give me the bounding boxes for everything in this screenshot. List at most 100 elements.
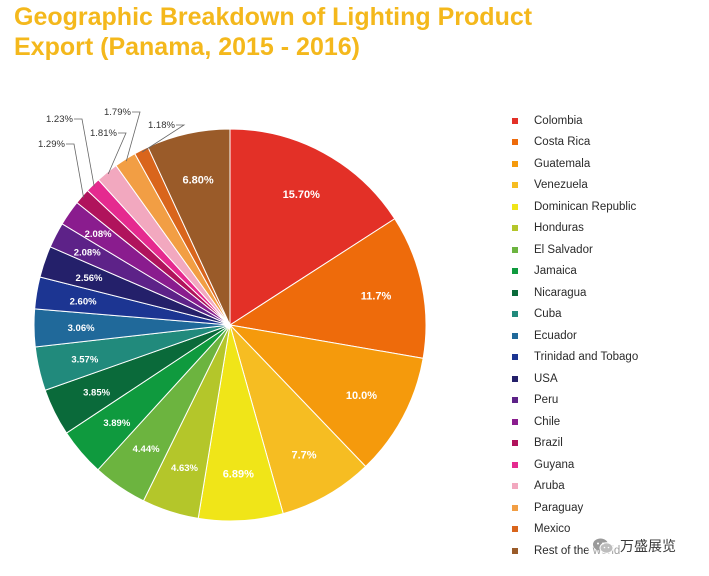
slice-label-mexico: 1.18% — [148, 120, 175, 131]
slice-label-el-salvador: 4.44% — [133, 444, 160, 455]
legend-item-chile: Chile — [512, 411, 638, 433]
legend-item-paraguay: Paraguay — [512, 497, 638, 519]
legend-label-el-salvador: El Salvador — [534, 243, 593, 256]
legend-item-cuba: Cuba — [512, 304, 638, 326]
slice-label-ecuador: 3.06% — [68, 323, 95, 334]
legend-item-usa: USA — [512, 368, 638, 390]
legend-label-brazil: Brazil — [534, 437, 563, 450]
pie-slice-guatemala — [228, 324, 424, 468]
legend-label-jamaica: Jamaica — [534, 265, 577, 278]
legend-swatch-usa — [512, 375, 518, 382]
slice-label-chile: 2.08% — [85, 229, 112, 240]
slice-label-guyana: 1.23% — [46, 114, 73, 125]
slice-label-honduras: 4.63% — [171, 463, 198, 474]
legend-label-ecuador: Ecuador — [534, 329, 577, 342]
legend-swatch-chile — [512, 418, 518, 425]
legend-swatch-peru — [512, 397, 518, 404]
slice-label-peru: 2.08% — [74, 247, 101, 258]
legend-item-trinidad-and-tobago: Trinidad and Tobago — [512, 347, 638, 369]
legend-item-ecuador: Ecuador — [512, 325, 638, 347]
slice-label-venezuela: 7.7% — [291, 449, 316, 461]
legend-swatch-nicaragua — [512, 289, 518, 296]
leader-line-aruba — [107, 132, 127, 175]
legend-item-guyana: Guyana — [512, 454, 638, 476]
slice-label-aruba: 1.81% — [90, 128, 117, 139]
legend-swatch-cuba — [512, 311, 518, 318]
wechat-icon — [593, 538, 614, 554]
legend-swatch-mexico — [512, 526, 518, 533]
legend-label-mexico: Mexico — [534, 523, 571, 536]
legend-swatch-jamaica — [512, 268, 518, 275]
pie-slice-costa-rica — [228, 218, 427, 359]
legend-label-cuba: Cuba — [534, 308, 562, 321]
legend-item-honduras: Honduras — [512, 218, 638, 240]
legend-label-usa: USA — [534, 372, 558, 385]
legend-item-jamaica: Jamaica — [512, 261, 638, 283]
legend-item-colombia: Colombia — [512, 110, 638, 132]
legend-label-guatemala: Guatemala — [534, 157, 591, 170]
watermark: 万盛展览 — [588, 534, 680, 558]
slice-label-costa-rica: 11.7% — [361, 290, 392, 302]
legend-label-aruba: Aruba — [534, 480, 565, 493]
chart-legend: Colombia Costa Rica Guatemala Venezuela Domi… — [512, 110, 638, 562]
leader-line-paraguay — [125, 111, 141, 162]
watermark-text: 万盛展览 — [620, 539, 676, 555]
leader-line-guyana — [74, 118, 95, 187]
legend-item-costa-rica: Costa Rica — [512, 132, 638, 154]
legend-label-nicaragua: Nicaragua — [534, 286, 587, 299]
legend-item-guatemala: Guatemala — [512, 153, 638, 175]
pie-slice-venezuela — [229, 324, 367, 515]
legend-item-mexico: Mexico — [512, 519, 638, 541]
legend-label-trinidad-and-tobago: Trinidad and Tobago — [534, 351, 639, 364]
slice-label-guatemala: 10.0% — [346, 390, 377, 402]
legend-swatch-honduras — [512, 225, 518, 232]
slice-label-brazil: 1.29% — [38, 139, 65, 150]
slice-label-colombia: 15.70% — [283, 189, 321, 201]
legend-swatch-el-salvador — [512, 246, 518, 253]
pie-slice-colombia — [229, 128, 396, 326]
legend-swatch-colombia — [512, 117, 518, 124]
legend-swatch-trinidad-and-tobago — [512, 354, 518, 361]
legend-item-aruba: Aruba — [512, 476, 638, 498]
legend-item-peru: Peru — [512, 390, 638, 412]
slice-label-jamaica: 3.89% — [103, 418, 130, 429]
legend-swatch-ecuador — [512, 332, 518, 339]
legend-label-venezuela: Venezuela — [534, 179, 588, 192]
legend-label-honduras: Honduras — [534, 222, 584, 235]
legend-item-nicaragua: Nicaragua — [512, 282, 638, 304]
legend-item-el-salvador: El Salvador — [512, 239, 638, 261]
slice-label-dominican-republic: 6.89% — [223, 469, 254, 481]
legend-swatch-guatemala — [512, 160, 518, 167]
legend-swatch-venezuela — [512, 182, 518, 189]
legend-label-dominican-republic: Dominican Republic — [534, 200, 637, 213]
legend-item-dominican-republic: Dominican Republic — [512, 196, 638, 218]
leader-line-brazil — [66, 143, 84, 198]
legend-label-chile: Chile — [534, 415, 561, 428]
chart-title: Geographic Breakdown of Lighting Product… — [14, 2, 634, 62]
slice-label-usa: 2.56% — [76, 273, 103, 284]
legend-item-venezuela: Venezuela — [512, 175, 638, 197]
legend-label-paraguay: Paraguay — [534, 501, 584, 514]
legend-swatch-rest-of-the-world — [512, 547, 518, 554]
chart-title-line-1: Geographic Breakdown of Lighting Product — [14, 3, 533, 31]
slice-label-rest-of-the-world: 6.80% — [182, 175, 213, 187]
legend-swatch-paraguay — [512, 504, 518, 511]
legend-label-costa-rica: Costa Rica — [534, 136, 591, 149]
legend-label-peru: Peru — [534, 394, 559, 407]
legend-swatch-dominican-republic — [512, 203, 518, 210]
leader-line-mexico — [141, 124, 186, 153]
slice-label-paraguay: 1.79% — [104, 107, 131, 118]
chart-title-line-2: Export (Panama, 2015 - 2016) — [14, 33, 360, 61]
legend-swatch-costa-rica — [512, 139, 518, 146]
slice-label-cuba: 3.57% — [71, 354, 98, 365]
legend-swatch-brazil — [512, 440, 518, 447]
legend-item-brazil: Brazil — [512, 433, 638, 455]
legend-label-guyana: Guyana — [534, 458, 575, 471]
legend-swatch-guyana — [512, 461, 518, 468]
slice-label-nicaragua: 3.85% — [83, 387, 110, 398]
legend-label-colombia: Colombia — [534, 114, 583, 127]
slice-label-trinidad-and-tobago: 2.60% — [70, 297, 97, 308]
legend-swatch-aruba — [512, 483, 518, 490]
pie-slice-rest-of-the-world — [147, 128, 231, 326]
